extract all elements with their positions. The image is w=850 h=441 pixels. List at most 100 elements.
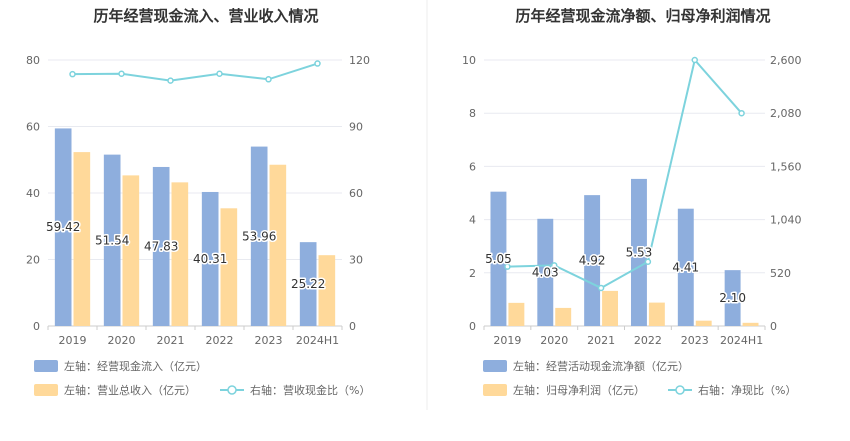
ratio-point	[551, 262, 558, 269]
x-axis-tick-label: 2020	[540, 334, 568, 347]
bar-data-label: 25.22	[291, 277, 325, 291]
bar-primary	[103, 154, 121, 326]
bar-secondary	[695, 320, 712, 326]
x-axis-tick-label: 2020	[108, 334, 136, 347]
bar-primary	[201, 191, 219, 326]
bar-secondary	[220, 208, 238, 326]
left-axis-tick: 80	[26, 54, 40, 67]
bar-secondary	[122, 175, 140, 326]
x-axis-tick-label: 2019	[493, 334, 521, 347]
x-axis-tick-label: 2023	[681, 334, 709, 347]
right-axis-tick: 1,560	[770, 160, 802, 173]
bar-primary	[299, 242, 317, 326]
bar-secondary	[171, 182, 189, 326]
bar-primary	[250, 146, 268, 326]
bar-secondary	[602, 290, 619, 326]
bar-primary	[54, 128, 72, 326]
left-axis-tick: 0	[469, 320, 476, 333]
right-axis-tick: 0	[770, 320, 777, 333]
legend-label: 左轴：经营现金流入（亿元）	[64, 359, 207, 373]
bar-data-label: 5.05	[485, 252, 512, 266]
bar-primary	[677, 208, 694, 326]
bar-data-label: 5.53	[626, 245, 653, 259]
x-axis-tick-label: 2024H1	[720, 334, 763, 347]
ratio-point	[738, 109, 745, 117]
bar-data-label: 51.54	[95, 233, 129, 247]
right-axis-tick: 30	[349, 254, 363, 267]
chart-panel-1: 历年经营现金流入、营业收入情况 0 20 40 60 80 0 30 60 90 120 2019 20…	[26, 7, 370, 397]
bar-secondary	[73, 152, 91, 326]
x-axis-tick-label: 2019	[59, 334, 87, 347]
left-axis-tick: 20	[26, 254, 40, 267]
legend-swatch-secondary	[34, 384, 58, 396]
bar-data-label: 2.10	[719, 291, 746, 305]
ratio-point	[265, 76, 272, 83]
bar-secondary	[742, 322, 759, 326]
bar-secondary	[269, 164, 287, 326]
legend-label: 右轴：净现比（%）	[698, 383, 796, 397]
right-axis-tick: 520	[770, 267, 791, 280]
legend-swatch-primary	[34, 360, 58, 372]
legend-swatch-primary	[483, 360, 507, 372]
x-axis-tick-label: 2023	[255, 334, 283, 347]
chart-panel-2: 历年经营现金流净额、归母净利润情况 0 2 4 6 8 10 0 520 1,040 1,560 2,…	[462, 7, 802, 397]
ratio-point	[644, 258, 652, 266]
bar-primary	[724, 270, 741, 326]
bar-data-label: 53.96	[242, 229, 276, 243]
ratio-point	[314, 60, 321, 67]
chart-title: 历年经营现金流入、营业收入情况	[93, 7, 318, 25]
ratio-line	[72, 62, 318, 82]
bar-data-label: 47.83	[144, 239, 178, 253]
left-axis-tick: 60	[26, 121, 40, 134]
bar-secondary	[648, 302, 665, 326]
bar-data-label: 4.92	[579, 254, 606, 268]
x-axis-tick-label: 2024H1	[296, 334, 339, 347]
x-axis-tick-label: 2022	[634, 334, 662, 347]
bar-data-label: 4.41	[672, 260, 699, 274]
ratio-point	[69, 70, 76, 78]
bar-primary	[630, 178, 647, 326]
chart-title: 历年经营现金流净额、归母净利润情况	[515, 7, 770, 25]
x-axis-tick-label: 2021	[587, 334, 615, 347]
ratio-point	[691, 56, 698, 64]
legend-label: 左轴：经营活动现金流净额（亿元）	[513, 359, 689, 373]
left-axis-tick: 8	[469, 107, 476, 120]
right-axis-tick: 60	[349, 187, 363, 200]
left-axis-tick: 40	[26, 187, 40, 200]
right-axis-tick: 1,040	[770, 214, 802, 227]
left-axis-tick: 4	[469, 214, 476, 227]
legend-label: 左轴：归母净利润（亿元）	[513, 383, 645, 397]
ratio-point	[118, 70, 125, 77]
bar-primary	[537, 218, 554, 326]
bar-primary	[490, 191, 507, 326]
ratio-point	[597, 284, 605, 292]
legend-swatch-line-marker	[675, 385, 685, 395]
ratio-point	[167, 77, 174, 84]
x-axis-tick-label: 2021	[157, 334, 185, 347]
bar-data-label: 59.42	[46, 220, 80, 234]
left-axis-tick: 2	[469, 267, 476, 280]
right-axis-tick: 0	[349, 320, 356, 333]
bar-data-label: 40.31	[193, 252, 227, 266]
right-axis-tick: 2,600	[770, 54, 802, 67]
bar-secondary	[318, 255, 336, 326]
right-axis-tick: 90	[349, 121, 363, 134]
bar-data-label: 4.03	[532, 265, 559, 279]
x-axis-tick-label: 2022	[206, 334, 234, 347]
bar-secondary	[508, 302, 525, 326]
ratio-point	[216, 70, 223, 77]
left-axis-tick: 10	[462, 54, 476, 67]
bar-secondary	[555, 307, 572, 326]
right-axis-tick: 2,080	[770, 107, 802, 120]
bar-primary	[152, 166, 170, 326]
legend-label: 右轴：营收现金比（%）	[250, 383, 370, 397]
left-axis-tick: 0	[33, 320, 40, 333]
left-axis-tick: 6	[469, 160, 476, 173]
legend-swatch-secondary	[483, 384, 507, 396]
bar-primary	[584, 195, 601, 326]
ratio-line	[507, 57, 743, 290]
legend-label: 左轴：营业总收入（亿元）	[64, 383, 196, 397]
legend-swatch-line-marker	[227, 385, 237, 395]
